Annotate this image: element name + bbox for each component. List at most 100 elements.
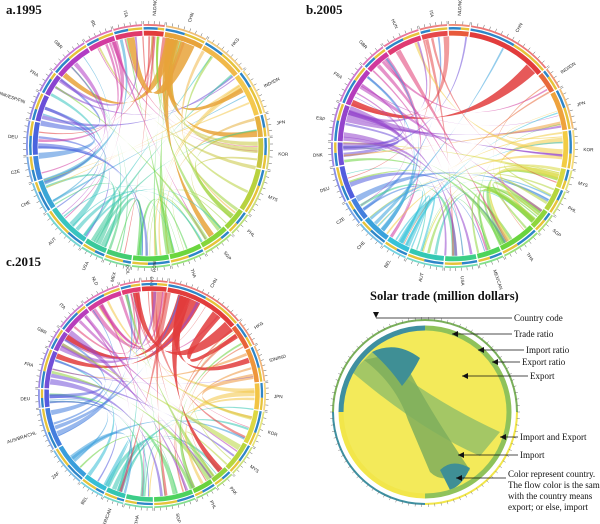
tick-mark bbox=[117, 502, 119, 506]
country-code-label: GBR bbox=[36, 326, 48, 336]
tick-mark bbox=[177, 264, 179, 268]
chord-flow bbox=[492, 85, 546, 231]
tick-mark bbox=[236, 469, 240, 472]
trade-ratio-bar bbox=[265, 137, 270, 170]
import-ratio-bar bbox=[568, 130, 572, 154]
tick-mark bbox=[110, 26, 112, 30]
country-arc bbox=[57, 47, 90, 78]
country-code-label: BEL bbox=[80, 495, 89, 505]
tick-mark bbox=[519, 247, 522, 251]
country-arc bbox=[115, 30, 143, 41]
export-ratio-bar bbox=[29, 121, 35, 136]
chord-flow bbox=[41, 43, 119, 174]
chord-flow bbox=[64, 301, 200, 360]
chord-flow bbox=[42, 113, 96, 183]
tick-mark bbox=[37, 369, 41, 371]
tick-mark bbox=[240, 224, 244, 228]
tick-mark bbox=[129, 505, 131, 509]
legend-tick bbox=[481, 484, 484, 487]
tick-mark bbox=[565, 98, 569, 100]
tick-mark bbox=[263, 417, 267, 419]
tick-mark bbox=[50, 450, 54, 453]
tick-mark bbox=[242, 67, 246, 70]
legend-tick bbox=[356, 345, 359, 349]
import-ratio-bar bbox=[341, 185, 350, 201]
tick-mark bbox=[47, 218, 51, 221]
tick-mark bbox=[347, 77, 351, 80]
trade-ratio-bar bbox=[339, 65, 363, 102]
tick-mark bbox=[172, 23, 174, 27]
trade-ratio-bar bbox=[38, 348, 50, 388]
tick-mark bbox=[485, 263, 487, 267]
trade-ratio-bar bbox=[362, 46, 384, 66]
trade-ratio-bar bbox=[46, 212, 82, 248]
tick-mark bbox=[265, 111, 269, 113]
country-arc bbox=[88, 35, 116, 52]
tick-mark bbox=[112, 284, 114, 287]
export-ratio-bar bbox=[248, 432, 257, 446]
export-ratio-bar bbox=[407, 253, 425, 262]
country-arc bbox=[85, 238, 107, 254]
tick-mark bbox=[71, 46, 75, 50]
import-ratio-bar bbox=[253, 411, 262, 434]
legend-tick bbox=[465, 326, 467, 330]
tick-mark bbox=[333, 107, 337, 110]
country-ring-2015 bbox=[35, 277, 269, 511]
tick-mark bbox=[369, 52, 373, 55]
tick-mark bbox=[172, 506, 174, 510]
export-ratio-bar bbox=[229, 460, 241, 472]
tick-mark bbox=[104, 28, 107, 32]
chord-flow bbox=[61, 343, 241, 451]
export-ratio-bar bbox=[263, 127, 267, 137]
trade-ratio-bar bbox=[504, 232, 538, 257]
chord-flow bbox=[103, 439, 130, 487]
tick-mark bbox=[533, 237, 536, 240]
country-arc bbox=[87, 291, 122, 312]
tick-mark bbox=[100, 496, 103, 500]
legend-tick bbox=[459, 323, 461, 327]
export-ratio-bar bbox=[244, 185, 260, 213]
tick-mark bbox=[217, 487, 220, 490]
country-arc bbox=[254, 383, 260, 410]
chord-flow bbox=[172, 295, 223, 473]
chord-flow bbox=[38, 40, 125, 142]
legend-panel: Solar trade (million dollars) Country co… bbox=[330, 289, 600, 512]
country-code-label: SGP bbox=[551, 228, 562, 238]
tick-mark bbox=[28, 183, 32, 185]
tick-mark bbox=[90, 254, 92, 258]
import-ratio-bar bbox=[136, 501, 153, 506]
tick-mark bbox=[546, 224, 549, 227]
tick-mark bbox=[267, 169, 271, 171]
chord-flow bbox=[187, 311, 238, 362]
tick-mark bbox=[47, 444, 51, 447]
tick-mark bbox=[336, 101, 340, 103]
tick-mark bbox=[96, 494, 98, 497]
trade-ratio-bar bbox=[444, 263, 478, 268]
country-arc bbox=[192, 479, 213, 494]
chord-flow bbox=[395, 49, 509, 243]
tick-mark bbox=[563, 92, 567, 95]
trade-ratio-bar bbox=[59, 303, 84, 328]
tick-mark bbox=[360, 62, 363, 65]
tick-mark bbox=[392, 252, 395, 256]
tick-mark bbox=[342, 203, 346, 205]
trade-ratio-bar bbox=[205, 233, 232, 254]
tick-mark bbox=[44, 347, 48, 349]
tick-mark bbox=[528, 47, 531, 51]
country-code-label: AUS/BRA/CHL bbox=[6, 430, 37, 445]
tick-mark bbox=[222, 483, 225, 486]
tick-mark bbox=[504, 256, 507, 260]
country-arc bbox=[239, 168, 261, 211]
export-ratio-bar bbox=[132, 261, 148, 265]
chord-flow bbox=[350, 64, 536, 119]
tick-mark bbox=[49, 68, 52, 72]
legend-tick bbox=[491, 475, 494, 479]
legend-tick bbox=[440, 318, 442, 322]
tick-mark bbox=[259, 354, 263, 356]
export-ratio-bar bbox=[34, 181, 41, 193]
tick-mark bbox=[357, 224, 360, 227]
tick-mark bbox=[231, 234, 234, 238]
tick-mark bbox=[122, 265, 124, 269]
tick-mark bbox=[202, 289, 204, 292]
tick-mark bbox=[264, 182, 268, 184]
